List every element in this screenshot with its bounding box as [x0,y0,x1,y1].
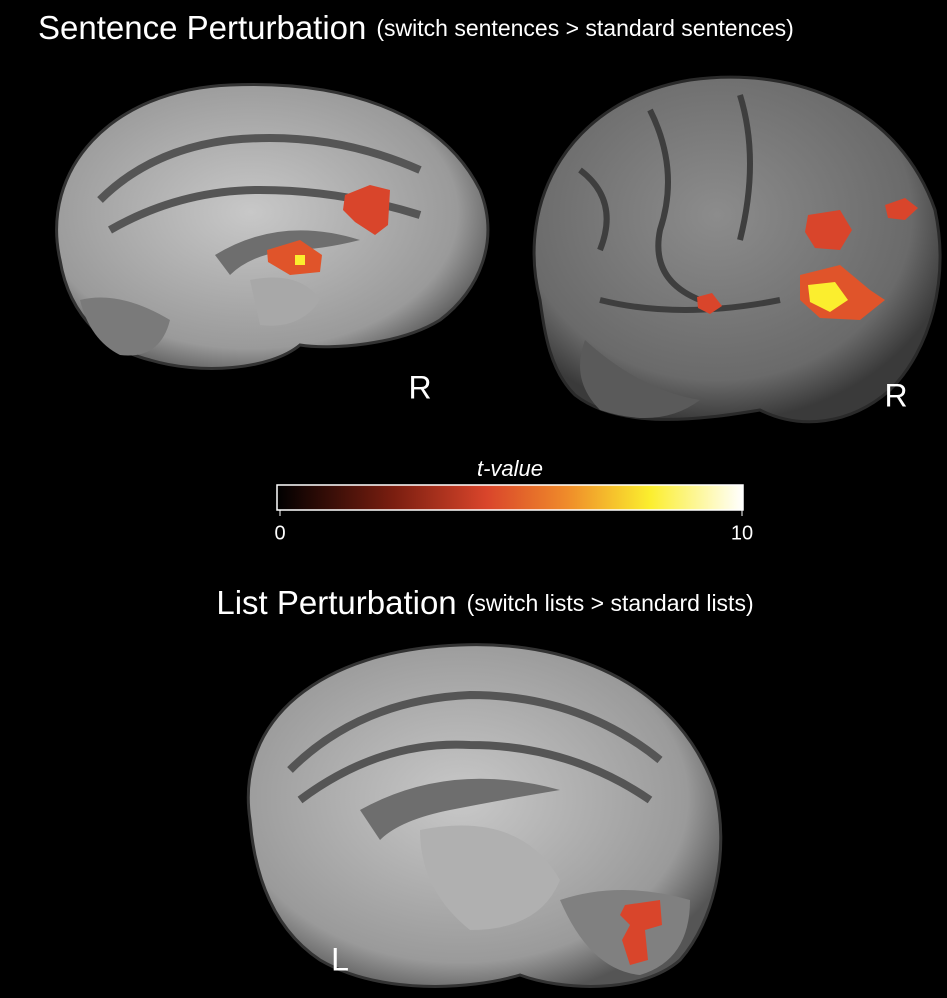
brain-medial-left [246,643,723,988]
colorbar-tick-label: 0 [274,522,285,544]
subtitle: (switch lists > standard lists) [467,590,754,616]
colorbar-ticks: 0 10 [274,510,753,544]
brain-lateral-right [532,75,942,424]
colorbar [276,484,744,511]
colorbar-tick-label: 10 [731,522,753,544]
panel-title: List Perturbation (switch lists > standar… [216,584,753,621]
view-label: R [408,369,431,405]
subtitle: (switch sentences > standard sentences) [376,15,793,41]
view-label: L [331,941,349,977]
title: List Perturbation [216,584,456,621]
panel-title: Sentence Perturbation (switch sentences >… [38,9,794,46]
colorbar-label: t-value [477,456,543,481]
view-label: R [884,377,907,413]
brain-medial-right [55,82,490,370]
title: Sentence Perturbation [38,9,366,46]
